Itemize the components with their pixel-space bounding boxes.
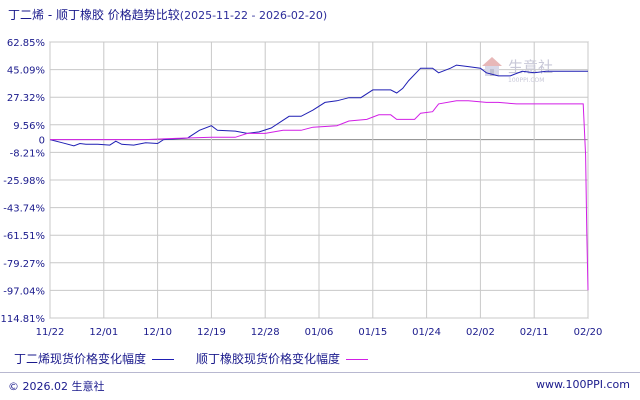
x-tick-label: 01/15 (358, 327, 387, 338)
y-tick-label: 45.09% (7, 66, 45, 77)
site-link[interactable]: www.100PPI.com (536, 378, 630, 391)
y-tick-label: -43.74% (3, 204, 45, 215)
watermark-url: 100PPI.COM (508, 77, 544, 84)
series-line-2 (50, 100, 589, 291)
y-tick-label: -61.51% (3, 231, 45, 242)
footer-divider (0, 372, 640, 373)
x-tick-label: 12/28 (251, 327, 280, 338)
x-tick-label: 01/24 (412, 327, 441, 338)
watermark-text: 生意社 (508, 58, 553, 76)
legend-swatch-2 (346, 359, 369, 360)
legend: 丁二烯现货价格变化幅度 顺丁橡胶现货价格变化幅度 (14, 350, 390, 367)
series (49, 64, 589, 291)
x-tick-label: 12/10 (143, 327, 172, 338)
legend-swatch-1 (152, 359, 175, 360)
y-tick-label: -114.81% (0, 314, 45, 325)
x-tick-label: 12/19 (197, 327, 226, 338)
y-tick-label: 0 (39, 136, 45, 147)
x-tick-label: 11/22 (36, 327, 65, 338)
x-tick-label: 01/06 (305, 327, 334, 338)
x-tick-label: 02/11 (520, 327, 549, 338)
y-tick-label: -97.04% (3, 286, 45, 297)
title-text: 丁二烯 - 顺丁橡胶 价格趋势比较 (8, 8, 180, 22)
watermark-logo: 生意社 100PPI.COM (482, 57, 553, 84)
legend-label-2: 顺丁橡胶现货价格变化幅度 (196, 352, 341, 366)
grid (49, 41, 589, 319)
x-tick-label: 12/01 (89, 327, 118, 338)
y-tick-label: 9.56% (13, 121, 45, 132)
y-tick-label: 27.32% (7, 93, 45, 104)
copyright: © 2026.02 生意社 (8, 380, 105, 393)
y-tick-label: -79.27% (3, 259, 45, 270)
house-icon (482, 57, 502, 76)
y-tick-label: -25.98% (3, 176, 45, 187)
legend-label-1: 丁二烯现货价格变化幅度 (14, 352, 147, 366)
y-tick-label: 62.85% (7, 38, 45, 49)
x-tick-label: 02/20 (574, 327, 603, 338)
axis-labels: 62.85% 45.09% 27.32% 9.56% 0-8.21% -25.98% -43… (0, 38, 602, 338)
x-tick-label: 02/02 (466, 327, 495, 338)
y-tick-label: -8.21% (10, 148, 45, 159)
date-range: (2025-11-22 - 2026-02-20) (179, 9, 328, 22)
chart-title: 丁二烯 - 顺丁橡胶 价格趋势比较(2025-11-22 - 2026-02-2… (8, 6, 327, 23)
series-line-1 (49, 64, 588, 147)
